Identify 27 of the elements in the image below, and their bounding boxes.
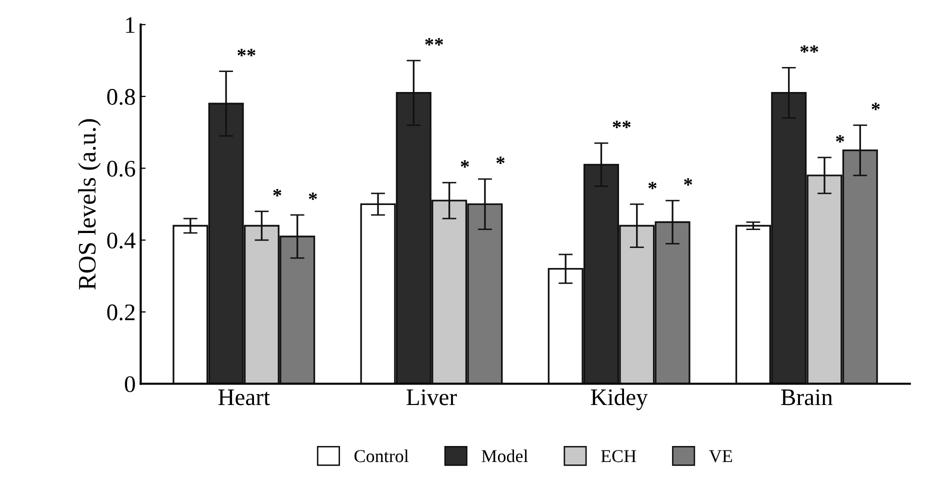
legend-label: Model bbox=[482, 450, 528, 462]
annotation: ** bbox=[425, 38, 443, 46]
y-tick-label: 0 bbox=[124, 376, 135, 392]
y-tick-label: 0.2 bbox=[107, 304, 135, 320]
y-axis-title: ROS levels (a.u.) bbox=[78, 119, 101, 290]
annotation: * bbox=[684, 178, 692, 186]
annotation: * bbox=[460, 160, 469, 168]
annotation: * bbox=[308, 192, 317, 200]
legend-label: ECH bbox=[601, 450, 636, 462]
x-tick-label: Heart bbox=[218, 390, 270, 406]
legend-label: VE bbox=[709, 450, 732, 462]
annotation: ** bbox=[800, 45, 818, 53]
annotation: ** bbox=[612, 120, 631, 128]
annotation: * bbox=[273, 189, 282, 196]
x-tick-label: Liver bbox=[406, 389, 457, 406]
x-tick-label: Kidey bbox=[590, 388, 648, 410]
x-tick-label: Brain bbox=[781, 389, 833, 406]
y-tick-label: 0.4 bbox=[107, 232, 136, 249]
annotation: ** bbox=[238, 48, 256, 56]
annotation: * bbox=[648, 182, 657, 190]
y-tick-label: 1 bbox=[126, 17, 134, 33]
annotation: * bbox=[836, 135, 844, 142]
legend-label: Control bbox=[354, 450, 409, 462]
annotation: * bbox=[872, 102, 880, 110]
y-tick-label: 0.8 bbox=[107, 88, 135, 105]
y-tick-label: 0.6 bbox=[107, 160, 136, 177]
annotation: * bbox=[496, 156, 505, 164]
